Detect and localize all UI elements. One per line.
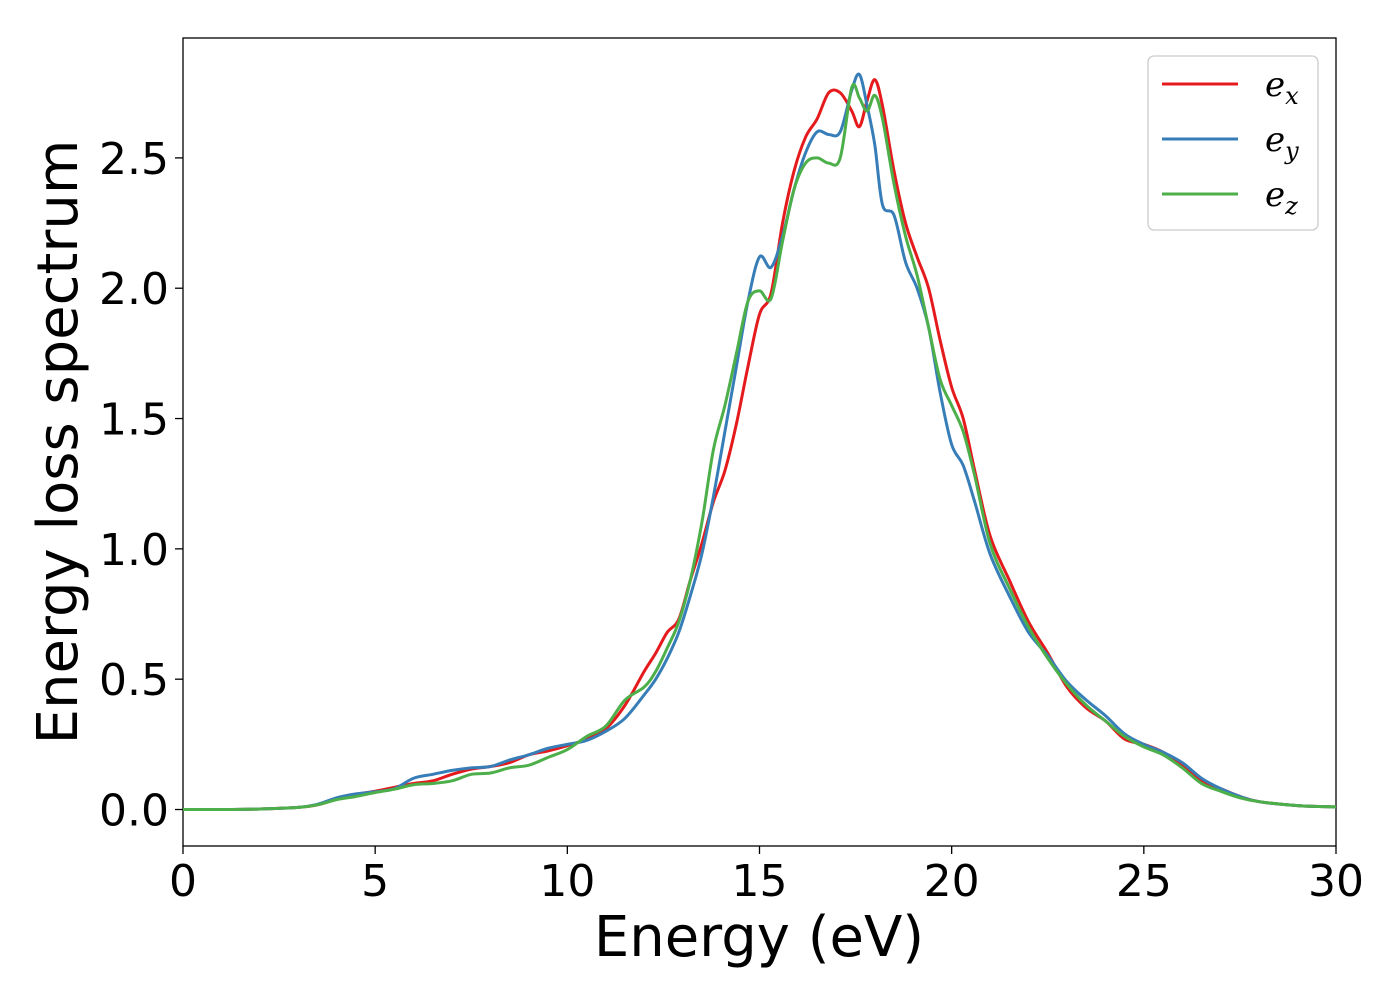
x-tick-label: 5 bbox=[361, 856, 389, 907]
y-tick-label: 2.5 bbox=[99, 134, 169, 185]
legend-box bbox=[1147, 55, 1319, 231]
y-tick-label: 0.5 bbox=[99, 655, 169, 706]
x-tick-label: 30 bbox=[1308, 856, 1364, 907]
x-axis: 0 5 10 15 20 25 30 bbox=[169, 846, 1364, 907]
x-tick-label: 0 bbox=[169, 856, 197, 907]
y-axis-label: Energy loss spectrum bbox=[26, 140, 91, 745]
series-line-ez bbox=[182, 82, 1337, 812]
series-layer bbox=[182, 72, 1337, 812]
legend-subscript: z bbox=[1284, 192, 1298, 220]
legend-subscript: y bbox=[1284, 137, 1299, 165]
y-tick-label: 1.5 bbox=[99, 395, 169, 446]
y-tick-label: 0.0 bbox=[99, 786, 169, 837]
x-tick-label: 20 bbox=[924, 856, 980, 907]
y-tick-label: 1.0 bbox=[99, 525, 169, 576]
legend-subscript: x bbox=[1285, 82, 1299, 110]
x-tick-label: 15 bbox=[732, 856, 788, 907]
x-tick-label: 25 bbox=[1116, 856, 1172, 907]
y-tick-label: 2.0 bbox=[99, 264, 169, 315]
series-line-ex bbox=[182, 78, 1337, 812]
y-axis: 0.0 0.5 1.0 1.5 2.0 2.5 bbox=[99, 134, 183, 837]
x-tick-label: 10 bbox=[539, 856, 595, 907]
x-axis-label: Energy (eV) bbox=[594, 905, 924, 970]
